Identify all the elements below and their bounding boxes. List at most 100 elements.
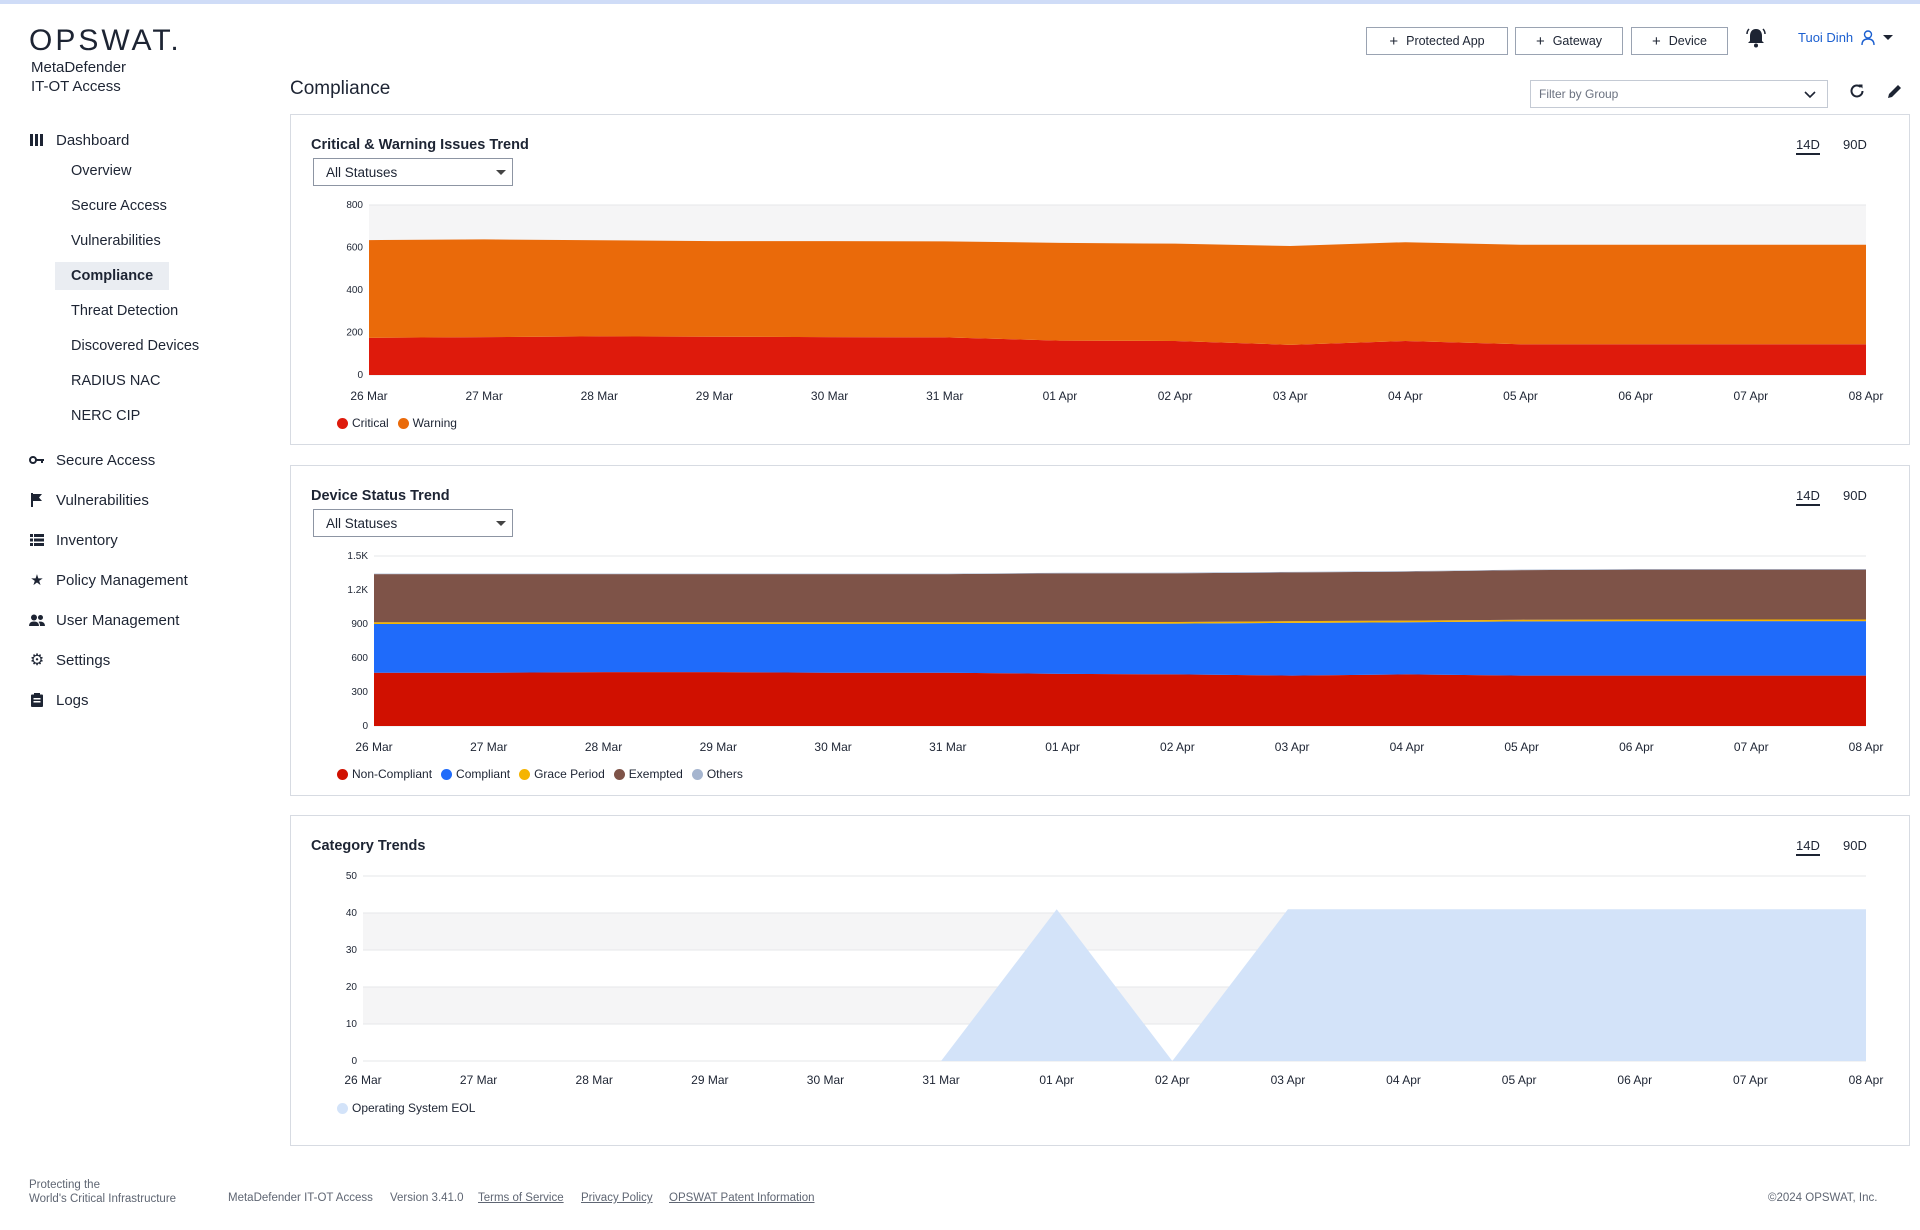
chart-legend: Non-Compliant Compliant Grace Period Exe… bbox=[337, 767, 752, 781]
series-area-non-compliant[interactable] bbox=[374, 672, 1866, 726]
x-tick-label: 27 Mar bbox=[470, 740, 507, 754]
notification-bell-icon[interactable] bbox=[1745, 27, 1767, 49]
series-area-warning[interactable] bbox=[369, 239, 1866, 345]
issues-trend-chart: 0 200 400 600 800 26 Mar 27 Mar 28 Mar 29 Mar 30 … bbox=[346, 200, 1883, 403]
terms-of-service-link[interactable]: Terms of Service bbox=[478, 1192, 564, 1204]
add-protected-app-button[interactable]: + Protected App bbox=[1366, 27, 1508, 55]
range-90d-tab[interactable]: 90D bbox=[1843, 838, 1867, 853]
legend-swatch bbox=[519, 768, 531, 780]
product-name-line2: IT-OT Access bbox=[31, 78, 121, 95]
range-14d-tab[interactable]: 14D bbox=[1796, 838, 1820, 856]
sidebar-subitem-threat-detection[interactable]: Threat Detection bbox=[71, 303, 179, 319]
legend-item-others[interactable]: Others bbox=[691, 767, 743, 781]
range-14d-tab[interactable]: 14D bbox=[1796, 488, 1820, 506]
edit-icon[interactable] bbox=[1886, 82, 1906, 102]
x-tick-label: 06 Apr bbox=[1619, 740, 1654, 754]
sidebar-item-policy-management[interactable]: ★ Policy Management bbox=[29, 565, 187, 595]
x-tick-label: 01 Apr bbox=[1045, 740, 1080, 754]
sidebar-item-secure-access[interactable]: Secure Access bbox=[29, 445, 155, 475]
legend-label: Operating System EOL bbox=[352, 1101, 476, 1115]
x-tick-label: 29 Mar bbox=[700, 740, 737, 754]
sidebar-subitem-radius-nac[interactable]: RADIUS NAC bbox=[71, 373, 161, 389]
legend-item-exempted[interactable]: Exempted bbox=[613, 767, 683, 781]
user-menu[interactable]: Tuoi Dinh bbox=[1798, 30, 1894, 45]
legend-swatch bbox=[337, 768, 348, 780]
sidebar-subitem-discovered-devices[interactable]: Discovered Devices bbox=[71, 338, 200, 354]
legend-label: Compliant bbox=[456, 767, 511, 781]
status-select-value: All Statuses bbox=[326, 515, 398, 531]
legend-item-critical[interactable]: Critical bbox=[337, 416, 389, 430]
page-title: Compliance bbox=[290, 78, 391, 99]
refresh-icon[interactable] bbox=[1848, 82, 1868, 102]
caret-down-icon bbox=[496, 170, 506, 175]
y-tick-label: 10 bbox=[346, 1019, 358, 1030]
x-tick-label: 29 Mar bbox=[691, 1073, 728, 1087]
list-icon bbox=[29, 532, 45, 548]
patent-link-text[interactable]: OPSWAT Patent Information bbox=[669, 1192, 815, 1204]
privacy-policy-link[interactable]: Privacy Policy bbox=[581, 1192, 653, 1204]
sidebar-subitem-compliance[interactable]: Compliance bbox=[55, 262, 170, 290]
status-select-value: All Statuses bbox=[326, 164, 398, 180]
series-area-critical[interactable] bbox=[369, 336, 1866, 375]
x-tick-label: 27 Mar bbox=[460, 1073, 497, 1087]
x-tick-label: 08 Apr bbox=[1849, 740, 1884, 754]
sidebar-item-inventory[interactable]: Inventory bbox=[29, 525, 118, 555]
range-90d-tab[interactable]: 90D bbox=[1843, 137, 1867, 152]
series-area-grace-period[interactable] bbox=[374, 619, 1866, 624]
x-tick-label: 26 Mar bbox=[344, 1073, 381, 1087]
privacy-link-text[interactable]: Privacy Policy bbox=[581, 1192, 653, 1204]
x-tick-label: 31 Mar bbox=[926, 389, 963, 403]
range-14d-tab[interactable]: 14D bbox=[1796, 137, 1820, 155]
sidebar-subitem-overview[interactable]: Overview bbox=[71, 163, 132, 179]
range-90d-tab[interactable]: 90D bbox=[1843, 488, 1867, 503]
sidebar-item-logs[interactable]: Logs bbox=[29, 685, 89, 715]
x-tick-label: 03 Apr bbox=[1273, 389, 1308, 403]
sidebar-subitem-nerc-cip[interactable]: NERC CIP bbox=[71, 408, 141, 424]
y-tick-label: 600 bbox=[351, 653, 368, 664]
footer-product: MetaDefender IT-OT Access bbox=[228, 1192, 373, 1204]
series-area-compliant[interactable] bbox=[374, 621, 1866, 676]
series-area-operating-system-eol[interactable] bbox=[363, 909, 1866, 1061]
footer-version: Version 3.41.0 bbox=[390, 1192, 464, 1204]
terms-link-text[interactable]: Terms of Service bbox=[478, 1192, 564, 1204]
status-select[interactable]: All Statuses bbox=[313, 158, 513, 186]
sidebar-subitem-secure-access[interactable]: Secure Access bbox=[71, 198, 167, 214]
sidebar-item-vulnerabilities[interactable]: Vulnerabilities bbox=[29, 485, 149, 515]
add-device-button[interactable]: + Device bbox=[1631, 27, 1728, 55]
legend-swatch bbox=[613, 768, 625, 780]
issues-trend-panel: Critical & Warning Issues Trend 14D 90D … bbox=[290, 114, 1910, 445]
legend-label: Others bbox=[706, 767, 743, 781]
legend-label: Warning bbox=[412, 416, 457, 430]
legend-item-operating-system-eol[interactable]: Operating System EOL bbox=[337, 1101, 475, 1115]
sidebar-item-dashboard[interactable]: Dashboard bbox=[29, 125, 129, 155]
legend-item-compliant[interactable]: Compliant bbox=[441, 767, 510, 781]
sidebar-item-user-management[interactable]: User Management bbox=[29, 605, 179, 635]
x-tick-label: 04 Apr bbox=[1386, 1073, 1421, 1087]
legend-swatch bbox=[337, 417, 348, 429]
x-tick-label: 31 Mar bbox=[929, 740, 966, 754]
x-tick-label: 04 Apr bbox=[1388, 389, 1423, 403]
legend-item-warning[interactable]: Warning bbox=[397, 416, 457, 430]
legend-swatch bbox=[691, 768, 703, 780]
add-gateway-button[interactable]: + Gateway bbox=[1515, 27, 1623, 55]
plus-icon: + bbox=[1535, 32, 1545, 50]
button-label: Protected App bbox=[1406, 34, 1485, 48]
x-tick-label: 03 Apr bbox=[1275, 740, 1310, 754]
sidebar-item-label: Secure Access bbox=[56, 451, 156, 469]
patent-information-link[interactable]: OPSWAT Patent Information bbox=[669, 1192, 815, 1204]
legend-item-non-compliant[interactable]: Non-Compliant bbox=[337, 767, 432, 781]
sidebar-item-label: Inventory bbox=[56, 531, 118, 549]
filter-by-group-select[interactable]: Filter by Group bbox=[1530, 80, 1828, 108]
grid-band bbox=[369, 205, 1866, 248]
sidebar-subitem-vulnerabilities[interactable]: Vulnerabilities bbox=[71, 233, 161, 249]
series-area-others[interactable] bbox=[374, 569, 1866, 575]
device-status-panel: Device Status Trend 14D 90D All Statuses… bbox=[290, 465, 1910, 796]
series-area-exempted[interactable] bbox=[374, 569, 1866, 623]
sidebar-item-settings[interactable]: ⚙ Settings bbox=[29, 645, 110, 675]
x-tick-label: 08 Apr bbox=[1849, 1073, 1884, 1087]
y-tick-label: 1.5K bbox=[347, 551, 368, 562]
sidebar-item-label: Dashboard bbox=[56, 131, 130, 149]
legend-item-grace-period[interactable]: Grace Period bbox=[519, 767, 605, 781]
status-select[interactable]: All Statuses bbox=[313, 509, 513, 537]
category-trends-chart: 0 10 20 30 40 50 26 Mar 27 Mar 28 Mar 29 Mar 30 Ma… bbox=[344, 871, 1884, 1087]
